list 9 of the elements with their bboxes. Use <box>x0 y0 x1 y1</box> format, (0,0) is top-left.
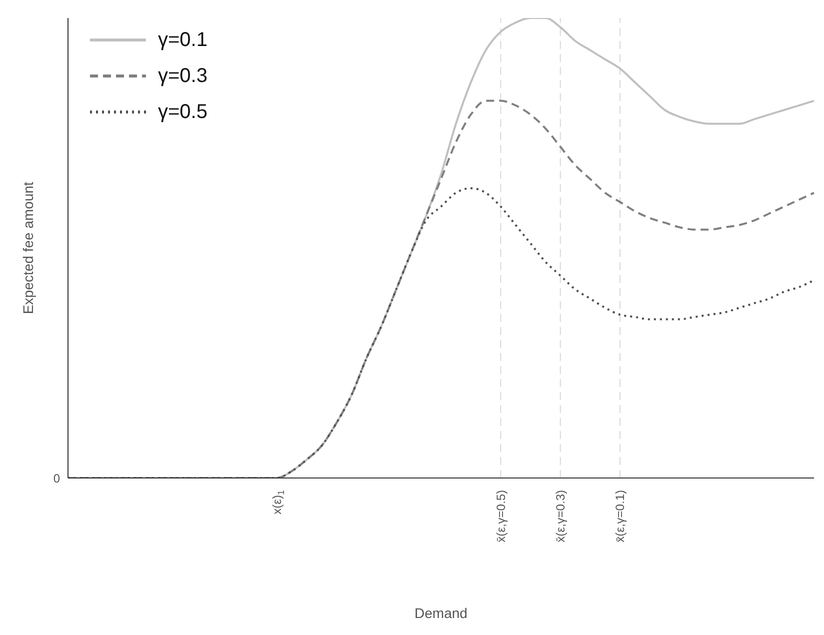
y-axis-title: Expected fee amount <box>20 182 36 314</box>
x-tick-label: x̄(ε,γ=0.1) <box>613 490 628 542</box>
x-tick-label: x̄(ε,γ=0.3) <box>554 490 568 542</box>
x-axis-title: Demand <box>414 605 468 621</box>
legend-label: γ=0.5 <box>158 100 208 124</box>
text: 0 <box>53 471 60 486</box>
legend-label: γ=0.3 <box>158 64 208 88</box>
x-tick-label: x̄(ε,γ=0.5) <box>494 490 508 542</box>
legend-label: γ=0.1 <box>158 28 208 52</box>
